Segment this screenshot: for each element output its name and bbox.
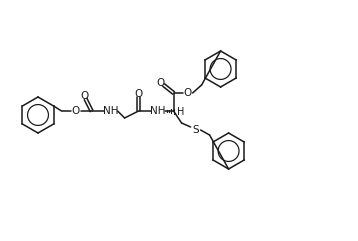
Text: O: O <box>72 106 80 116</box>
Text: O: O <box>156 78 165 88</box>
Text: H: H <box>177 107 184 117</box>
Text: S: S <box>192 125 199 135</box>
Text: NH: NH <box>150 106 165 116</box>
Text: O: O <box>135 89 143 99</box>
Text: O: O <box>81 91 89 101</box>
Text: NH: NH <box>103 106 118 116</box>
Text: O: O <box>183 88 192 98</box>
